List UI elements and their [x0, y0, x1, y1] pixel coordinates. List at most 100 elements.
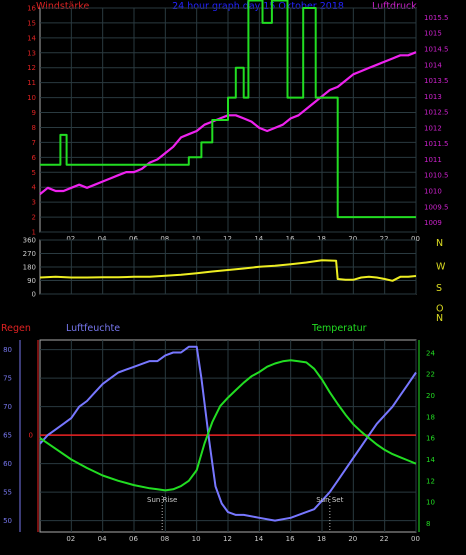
temperature-tick-label: 20: [426, 392, 435, 400]
chart-title: 24 hour graph day 15 Oktober 2018: [172, 1, 344, 12]
wind-tick-label: 11: [27, 79, 36, 87]
x-tick-label: 06: [129, 535, 138, 543]
humidity-tick-label: 70: [3, 403, 12, 411]
humidity-tick-label: 55: [3, 489, 12, 497]
compass-label: N: [436, 238, 443, 249]
compass-label: W: [436, 262, 446, 273]
temperature-tick-label: 10: [426, 499, 435, 507]
humidity-tick-label: 75: [3, 375, 12, 383]
direction-tick-label: 180: [23, 264, 36, 272]
pressure-tick-label: 1010: [424, 187, 442, 195]
pressure-tick-label: 1012: [424, 124, 442, 132]
pressure-axis-label: Luftdruck: [372, 1, 417, 12]
x-tick-label: 18: [317, 235, 326, 243]
x-tick-label: 14: [254, 535, 263, 543]
wind-line: [40, 0, 416, 219]
wind-pressure-grid: [40, 7, 417, 233]
direction-tick-label: 0: [32, 291, 36, 299]
pressure-tick-label: 1013: [424, 93, 442, 101]
x-tick-label: 00: [411, 535, 420, 543]
compass-label: O: [436, 304, 443, 315]
wind-tick-label: 4: [32, 184, 37, 192]
x-tick-label: 16: [286, 235, 295, 243]
temperature-tick-label: 8: [426, 520, 430, 528]
wind-tick-label: 1: [32, 229, 36, 237]
wind-pressure-ticks: 02 04 06 08 10 12 14 16 18 20 22 001234567891011121…: [27, 5, 448, 244]
pressure-tick-label: 1009: [424, 219, 442, 227]
x-tick-label: 22: [380, 235, 389, 243]
x-tick-label: 20: [348, 535, 357, 543]
sun-markers: Sun Rise Sun Set: [147, 496, 344, 532]
x-tick-label: 10: [192, 235, 201, 243]
humidity-tick-label: 60: [3, 460, 12, 468]
x-tick-label: 12: [223, 535, 232, 543]
x-tick-label: 16: [286, 535, 295, 543]
temperature-tick-label: 22: [426, 371, 435, 379]
humidity-tick-label: 50: [3, 517, 12, 525]
pressure-tick-label: 1011.5: [424, 140, 449, 148]
temperature-tick-label: 16: [426, 435, 435, 443]
wind-axis-label: Windstärke: [36, 1, 89, 12]
temperature-line: [39, 359, 417, 492]
wind-tick-label: 7: [32, 139, 36, 147]
wind-tick-label: 6: [32, 154, 37, 162]
x-tick-label: 18: [317, 535, 326, 543]
direction-tick-label: 360: [23, 237, 36, 245]
x-tick-label: 02: [66, 235, 75, 243]
pressure-tick-label: 1014: [424, 61, 442, 69]
direction-tick-label: 90: [27, 277, 36, 285]
wind-tick-label: 15: [27, 19, 36, 27]
x-tick-label: 08: [160, 535, 169, 543]
sunset-label: Sun Set: [316, 496, 343, 504]
x-tick-label: 02: [66, 535, 75, 543]
direction-tick-label: 270: [23, 250, 36, 258]
sunrise-label: Sun Rise: [147, 496, 177, 504]
x-tick-label: 04: [98, 535, 107, 543]
temperature-tick-label: 18: [426, 413, 435, 421]
wind-tick-label: 2: [32, 214, 36, 222]
humidity-axis-label: Luftfeuchte: [66, 323, 120, 334]
rain-axis-label: Regen: [1, 323, 31, 334]
wind-tick-label: 10: [27, 94, 36, 102]
x-tick-label: 22: [380, 535, 389, 543]
humidity-temperature-series: [39, 345, 417, 522]
x-tick-label: 06: [129, 235, 138, 243]
humidity-tick-label: 65: [3, 432, 12, 440]
compass-label: S: [436, 283, 442, 294]
pressure-tick-label: 1010.5: [424, 172, 449, 180]
temperature-tick-label: 14: [426, 456, 435, 464]
x-tick-label: 04: [98, 235, 107, 243]
wind-direction-line: [39, 259, 417, 282]
wind-tick-label: 12: [27, 64, 36, 72]
x-tick-label: 20: [348, 235, 357, 243]
wind-tick-label: 5: [32, 169, 36, 177]
compass-label: N: [436, 313, 443, 324]
pressure-tick-label: 1013.5: [424, 77, 449, 85]
rain-tick-label: 0: [29, 432, 33, 440]
pressure-tick-label: 1011: [424, 156, 442, 164]
wind-tick-label: 16: [27, 5, 36, 13]
wind-tick-label: 14: [27, 34, 36, 42]
wind-direction-series: [39, 259, 417, 282]
humidity-temperature-panel: Regen Luftfeuchte Temperatur 02 04 06 08 10 1…: [1, 323, 435, 543]
humidity-tick-label: 80: [3, 346, 12, 354]
wind-tick-label: 3: [32, 199, 36, 207]
pressure-tick-label: 1009.5: [424, 203, 449, 211]
x-tick-label: 12: [223, 235, 232, 243]
x-tick-label: 08: [160, 235, 169, 243]
temperature-axis-label: Temperatur: [311, 323, 367, 334]
x-tick-label: 10: [192, 535, 201, 543]
temperature-tick-label: 12: [426, 477, 435, 485]
pressure-tick-label: 1012.5: [424, 109, 449, 117]
pressure-tick-label: 1015: [424, 30, 442, 38]
x-tick-label: 00: [411, 235, 420, 243]
temperature-tick-label: 24: [426, 349, 435, 357]
wind-tick-label: 8: [32, 124, 36, 132]
wind-tick-label: 13: [27, 49, 36, 57]
wind-pressure-series: [39, 0, 417, 219]
wind-direction-grid: [40, 239, 417, 295]
humidity-line: [39, 345, 417, 522]
